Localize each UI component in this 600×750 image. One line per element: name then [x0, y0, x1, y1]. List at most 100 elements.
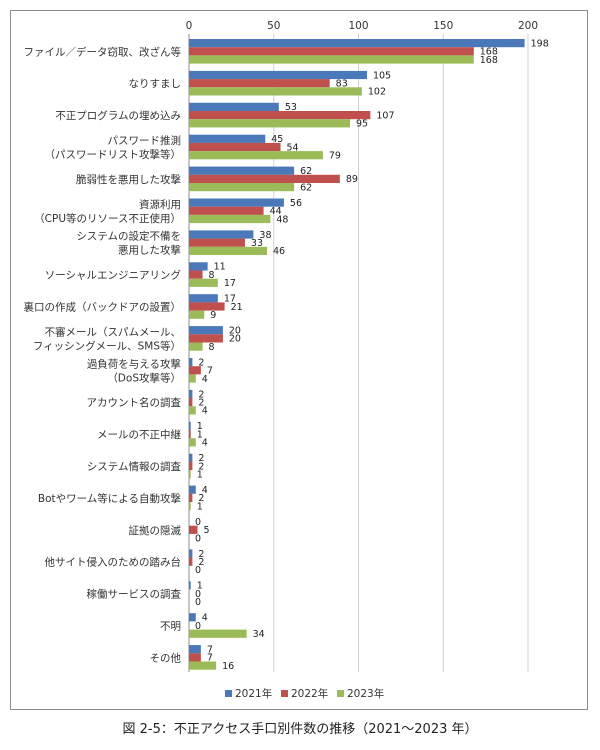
data-label: 54 [287, 142, 299, 153]
bar [189, 366, 201, 375]
legend-swatch [225, 690, 232, 697]
bar [189, 485, 196, 494]
bar [189, 198, 284, 207]
legend-swatch [281, 690, 288, 697]
data-label: 2 [198, 461, 204, 472]
bar [189, 581, 191, 590]
bar [189, 406, 196, 415]
data-label: 44 [270, 206, 282, 217]
data-label: 7 [207, 653, 213, 664]
x-tick-label: 200 [518, 20, 538, 32]
bar [189, 653, 201, 662]
data-label: 1 [197, 429, 203, 440]
bar [189, 358, 193, 367]
data-label: 1 [197, 581, 203, 592]
bar [189, 461, 193, 471]
data-label: 56 [290, 198, 302, 209]
bar [189, 294, 218, 303]
data-label: 11 [214, 262, 226, 273]
bar [189, 525, 198, 534]
category-label: フィッシングメール、SMS等） [33, 339, 181, 352]
data-label: 0 [195, 533, 201, 544]
bar [189, 262, 208, 271]
bar [189, 151, 323, 160]
bar [189, 55, 474, 64]
bar [189, 238, 245, 247]
category-label: システム情報の調査 [87, 460, 182, 473]
category-label: 不明 [160, 621, 181, 633]
bar [189, 470, 191, 479]
legend-entry: 2023年 [347, 687, 384, 700]
data-label: 168 [480, 55, 498, 66]
data-label: 20 [229, 326, 241, 337]
data-label: 8 [209, 270, 215, 281]
bar [189, 134, 266, 143]
data-label: 0 [195, 565, 201, 576]
bar [189, 389, 193, 399]
data-label: 45 [271, 134, 283, 145]
legend-swatch [337, 690, 344, 697]
data-label: 9 [210, 310, 216, 321]
bar [189, 645, 201, 654]
category-label: なりすまし [129, 78, 182, 90]
bar [189, 183, 295, 192]
bar [189, 87, 362, 96]
category-label: アカウント名の調査 [87, 396, 182, 409]
data-label: 83 [336, 79, 348, 90]
data-label: 1 [197, 501, 203, 512]
data-label: 107 [376, 110, 394, 121]
bar [189, 310, 205, 319]
bar [189, 302, 225, 311]
data-label: 2 [198, 549, 204, 560]
category-label: （DoS攻撃等） [107, 371, 181, 384]
data-label: 1 [197, 421, 203, 432]
data-label: 2 [198, 453, 204, 464]
category-label: 不正プログラムの埋め込み [55, 109, 181, 122]
category-label: 他サイト侵入のための踏み台 [45, 556, 182, 569]
bar [189, 661, 217, 670]
data-label: 48 [276, 214, 288, 225]
bar [189, 47, 474, 56]
category-label: 証拠の隠滅 [129, 524, 182, 537]
category-label: 過負荷を与える攻撃 [87, 357, 182, 370]
bar [189, 70, 367, 80]
bar [189, 398, 193, 407]
category-label: （パスワードリスト攻撃等） [45, 148, 182, 161]
category-label: 悪用した攻撃 [118, 244, 181, 257]
category-label: （CPU等のリソース不正使用） [34, 212, 181, 225]
bar [189, 142, 281, 152]
data-label: 2 [198, 557, 204, 568]
bar [189, 79, 330, 88]
bar [189, 246, 267, 255]
bar [189, 438, 196, 447]
x-tick-label: 150 [433, 20, 453, 32]
bar [189, 174, 340, 183]
data-label: 4 [202, 374, 208, 385]
data-label: 53 [285, 102, 297, 113]
bar [189, 613, 196, 622]
data-label: 1 [197, 470, 203, 481]
bar [189, 230, 254, 239]
bar [189, 270, 203, 279]
bar [189, 111, 371, 120]
x-tick-label: 0 [186, 20, 193, 32]
data-label: 8 [209, 342, 215, 353]
bar [189, 502, 191, 511]
category-label: パスワード推測 [108, 134, 182, 147]
data-label: 16 [222, 661, 234, 672]
bar [189, 374, 196, 383]
data-label: 4 [202, 438, 208, 449]
bar [189, 326, 223, 335]
data-label: 2 [198, 357, 204, 368]
data-label: 0 [195, 597, 201, 608]
data-label: 62 [300, 182, 312, 193]
category-label: ソーシャルエンジニアリング [45, 269, 182, 282]
data-label: 4 [202, 406, 208, 417]
bar [189, 334, 223, 343]
category-label: 稼働サービスの調査 [87, 588, 182, 601]
data-label: 198 [531, 38, 549, 49]
bar [189, 549, 193, 558]
category-label: 裏口の作成（バックドアの設置） [24, 301, 182, 314]
data-label: 38 [259, 230, 271, 241]
bar [189, 214, 271, 224]
